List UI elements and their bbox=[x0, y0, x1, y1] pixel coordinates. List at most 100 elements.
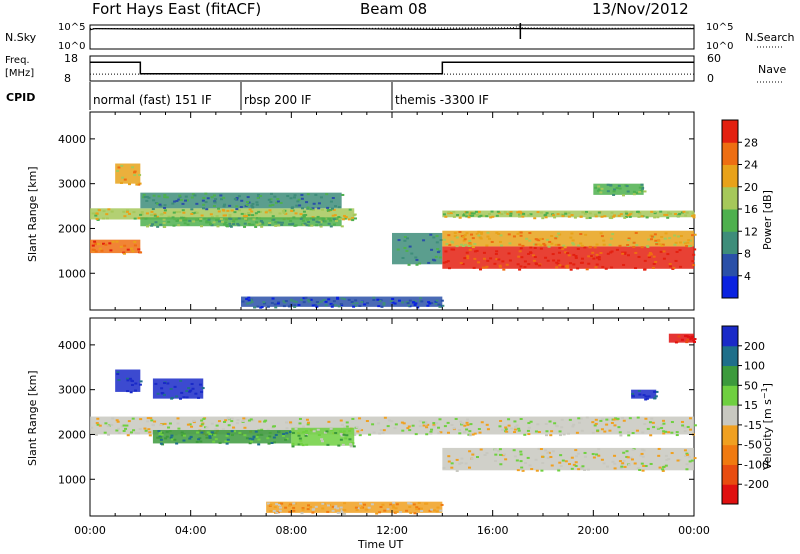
heatmap-cell bbox=[574, 255, 578, 258]
heatmap-cell bbox=[612, 190, 616, 193]
heatmap-cell bbox=[647, 238, 651, 241]
heatmap-region bbox=[140, 217, 342, 227]
heatmap-cell bbox=[173, 385, 177, 388]
heatmap-cell bbox=[162, 218, 166, 221]
heatmap-cell bbox=[364, 508, 368, 511]
colorbar-swatch bbox=[722, 464, 738, 485]
heatmap-cell bbox=[593, 424, 597, 427]
heatmap-cell bbox=[93, 240, 97, 243]
heatmap-cell bbox=[167, 220, 171, 223]
heatmap-cell bbox=[643, 190, 647, 193]
heatmap-cell bbox=[498, 264, 502, 267]
heatmap-cell bbox=[595, 453, 599, 456]
heatmap-cell bbox=[683, 449, 687, 452]
heatmap-cell bbox=[163, 226, 167, 229]
heatmap-cell bbox=[232, 430, 236, 433]
heatmap-cell bbox=[692, 264, 696, 267]
heatmap-cell bbox=[622, 451, 626, 454]
heatmap-cell bbox=[194, 392, 198, 395]
heatmap-cell bbox=[587, 262, 591, 265]
heatmap-cell bbox=[339, 303, 343, 306]
heatmap-cell bbox=[447, 234, 451, 237]
heatmap-cell bbox=[165, 196, 169, 199]
heatmap-cell bbox=[290, 208, 294, 211]
heatmap-cell bbox=[591, 431, 595, 434]
heatmap-cell bbox=[479, 232, 483, 235]
heatmap-cell bbox=[514, 425, 518, 428]
heatmap-cell bbox=[564, 460, 568, 463]
heatmap-cell bbox=[282, 211, 286, 214]
colorbar-tick-label: 24 bbox=[744, 159, 758, 172]
heatmap-cell bbox=[623, 216, 627, 219]
colorbar-tick-label: 16 bbox=[744, 203, 758, 216]
heatmap-cell bbox=[658, 466, 662, 469]
heatmap-cell bbox=[144, 429, 148, 432]
heatmap-cell bbox=[539, 448, 543, 451]
heatmap-cell bbox=[152, 199, 156, 202]
heatmap-cell bbox=[261, 221, 265, 224]
heatmap-cell bbox=[533, 246, 537, 249]
heatmap-cell bbox=[305, 418, 309, 421]
heatmap-cell bbox=[170, 438, 174, 441]
heatmap-cell bbox=[623, 465, 627, 468]
heatmap-cell bbox=[331, 303, 335, 306]
heatmap-cell bbox=[622, 263, 626, 266]
heatmap-cell bbox=[220, 198, 224, 201]
heatmap-cell bbox=[255, 223, 259, 226]
heatmap-cell bbox=[128, 432, 132, 435]
heatmap-cell bbox=[145, 195, 149, 198]
heatmap-cell bbox=[120, 425, 124, 428]
heatmap-cell bbox=[393, 427, 397, 430]
heatmap-cell bbox=[657, 240, 661, 243]
heatmap-cell bbox=[458, 432, 462, 435]
heatmap-cell bbox=[505, 263, 509, 266]
heatmap-cell bbox=[140, 211, 144, 214]
heatmap-cell bbox=[307, 221, 311, 224]
heatmap-cell bbox=[256, 193, 260, 196]
heatmap-cell bbox=[190, 425, 194, 428]
heatmap-cell bbox=[137, 248, 141, 251]
heatmap-cell bbox=[329, 225, 333, 228]
heatmap-cell bbox=[340, 509, 344, 512]
heatmap-cell bbox=[651, 266, 655, 269]
heatmap-cell bbox=[621, 252, 625, 255]
heatmap-cell bbox=[251, 438, 255, 441]
heatmap-cell bbox=[568, 418, 572, 421]
heatmap-cell bbox=[517, 429, 521, 432]
heatmap-cell bbox=[271, 297, 275, 300]
heatmap-cell bbox=[650, 417, 654, 420]
heatmap-cell bbox=[626, 254, 630, 257]
heatmap-cell bbox=[305, 443, 309, 446]
heatmap-cell bbox=[240, 199, 244, 202]
heatmap-cell bbox=[651, 421, 655, 424]
heatmap-cell bbox=[228, 215, 232, 218]
heatmap-cell bbox=[192, 421, 196, 424]
heatmap-cell bbox=[334, 220, 338, 223]
heatmap-cell bbox=[130, 247, 134, 250]
heatmap-cell bbox=[160, 387, 164, 390]
heatmap-cell bbox=[465, 232, 469, 235]
heatmap-cell bbox=[420, 300, 424, 303]
heatmap-cell bbox=[350, 300, 354, 303]
heatmap-cell bbox=[468, 430, 472, 433]
heatmap-cell bbox=[139, 380, 143, 383]
heatmap-cell bbox=[429, 432, 433, 435]
heatmap-cell bbox=[537, 447, 541, 450]
heatmap-cell bbox=[657, 454, 661, 457]
heatmap-cell bbox=[311, 209, 315, 212]
heatmap-cell bbox=[489, 216, 493, 219]
heatmap-cell bbox=[145, 212, 149, 215]
heatmap-cell bbox=[530, 468, 534, 471]
heatmap-cell bbox=[293, 304, 297, 307]
heatmap-cell bbox=[219, 217, 223, 220]
heatmap-cell bbox=[580, 429, 584, 432]
heatmap-cell bbox=[218, 220, 222, 223]
heatmap-cell bbox=[284, 212, 288, 215]
heatmap-cell bbox=[460, 423, 464, 426]
heatmap-cell bbox=[580, 257, 584, 260]
heatmap-cell bbox=[133, 170, 137, 173]
heatmap-cell bbox=[646, 427, 650, 430]
heatmap-cell bbox=[433, 259, 437, 262]
heatmap-cell bbox=[497, 233, 501, 236]
heatmap-cell bbox=[295, 204, 299, 207]
